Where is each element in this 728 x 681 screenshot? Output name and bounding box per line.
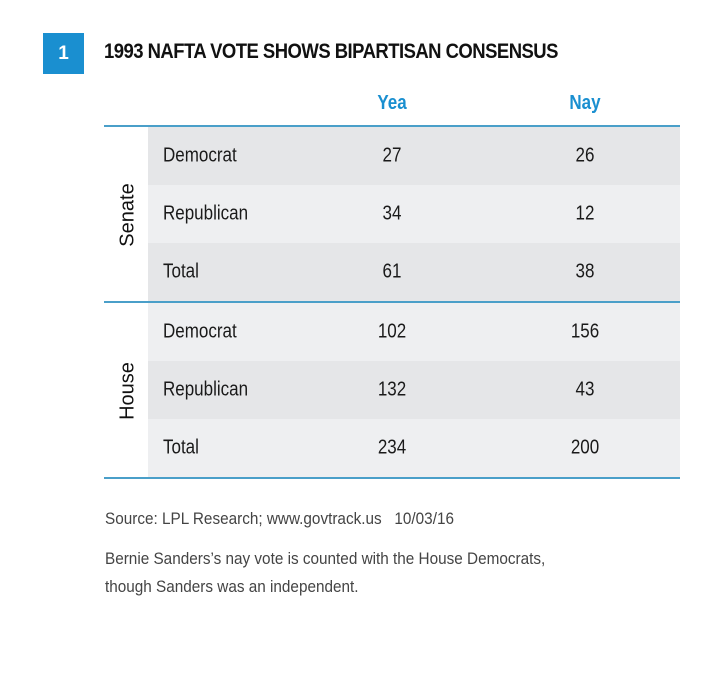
table-top-rule: [104, 125, 680, 127]
yea-value: 61: [382, 260, 402, 283]
yea-value: 34: [382, 202, 402, 225]
table-row: Republican 34 12: [148, 185, 680, 243]
source-note: Source: LPL Research; www.govtrack.us 10…: [105, 509, 454, 528]
column-header-nay: Nay: [569, 92, 601, 114]
figure-number-badge: 1: [43, 33, 84, 74]
table-row: Democrat 102 156: [148, 303, 680, 361]
group-label-senate: Senate: [116, 183, 139, 247]
nay-value: 38: [575, 260, 595, 283]
yea-value: 234: [377, 436, 407, 459]
footnote-line-2: though Sanders was an independent.: [105, 577, 359, 596]
table-row: Republican 132 43: [148, 361, 680, 419]
yea-value: 102: [377, 320, 407, 343]
column-header-yea: Yea: [377, 92, 407, 114]
table-bottom-rule: [104, 477, 680, 479]
nay-value: 43: [575, 378, 595, 401]
nay-value: 12: [575, 202, 595, 225]
row-label: Total: [163, 436, 199, 459]
table-row: Total 234 200: [148, 419, 680, 477]
group-divider-rule: [104, 301, 680, 303]
figure-title: 1993 NAFTA VOTE SHOWS BIPARTISAN CONSENS…: [104, 40, 558, 63]
nay-value: 26: [575, 144, 595, 167]
row-label: Democrat: [163, 144, 237, 167]
row-label: Democrat: [163, 320, 237, 343]
group-label-house: House: [116, 362, 139, 420]
nay-value: 156: [570, 320, 600, 343]
row-label: Republican: [163, 202, 249, 225]
footnote-line-1: Bernie Sanders’s nay vote is counted wit…: [105, 549, 546, 568]
row-label: Republican: [163, 378, 249, 401]
yea-value: 27: [382, 144, 402, 167]
nay-value: 200: [570, 436, 600, 459]
row-label: Total: [163, 260, 199, 283]
table-row: Democrat 27 26: [148, 127, 680, 185]
table-row: Total 61 38: [148, 243, 680, 301]
yea-value: 132: [377, 378, 407, 401]
